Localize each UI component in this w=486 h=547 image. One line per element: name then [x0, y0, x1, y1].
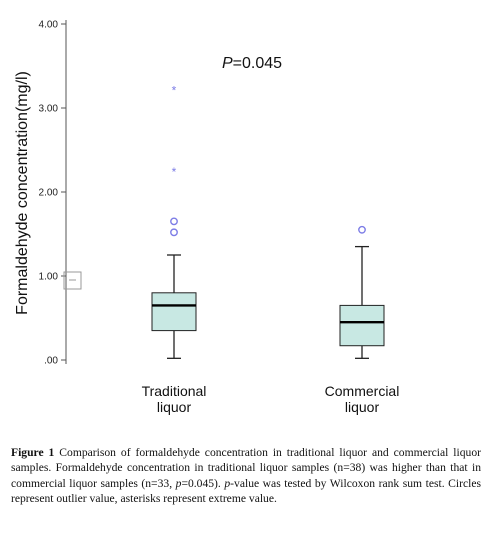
y-tick-label: 2.00 — [39, 188, 59, 199]
y-axis: .00 1.00 2.00 3.00 4.00 — [39, 20, 67, 367]
iqr-box — [339, 304, 385, 347]
y-tick-label: 4.00 — [39, 20, 59, 31]
outlier-point — [358, 225, 366, 234]
caption-text-3: -value was tested by Wilcoxon rank sum t… — [11, 476, 481, 505]
category-label: liquor — [345, 399, 380, 415]
category-label: Commercial — [325, 383, 400, 399]
figure-caption: Figure 1 Comparison of formaldehyde conc… — [11, 445, 481, 506]
p-value-annotation: P=0.045 — [222, 55, 282, 72]
y-tick-label: .00 — [44, 356, 58, 367]
y-tick-label: 3.00 — [39, 104, 59, 115]
box-traditional: ** — [151, 84, 197, 359]
box-commercial — [339, 225, 385, 359]
p-annotation-value: =0.045 — [233, 55, 282, 72]
outlier-point — [170, 217, 178, 226]
outlier-point — [170, 228, 178, 237]
iqr-box — [151, 292, 197, 332]
box-series: ** — [151, 84, 385, 359]
category-label: Traditional — [142, 383, 207, 399]
y-tick-label: 1.00 — [39, 272, 59, 283]
category-label: liquor — [157, 399, 192, 415]
caption-text-2: =0.045). — [181, 476, 225, 490]
boxplot-chart: .001.002.003.004.00 ** Traditionalliquor… — [14, 20, 400, 416]
extreme-point: * — [172, 165, 177, 179]
p-annotation-italic: P — [222, 55, 233, 72]
extreme-point: * — [172, 84, 177, 98]
figure-label: Figure 1 — [11, 446, 55, 459]
y-axis-label: Formaldehyde concentration(mg/l) — [14, 71, 31, 315]
caption-p-2: p — [224, 476, 231, 490]
legend-marker-icon — [63, 271, 82, 290]
caption-text-1: Comparison of formaldehyde concentration… — [11, 446, 481, 490]
caption-p-1: p — [175, 476, 182, 490]
